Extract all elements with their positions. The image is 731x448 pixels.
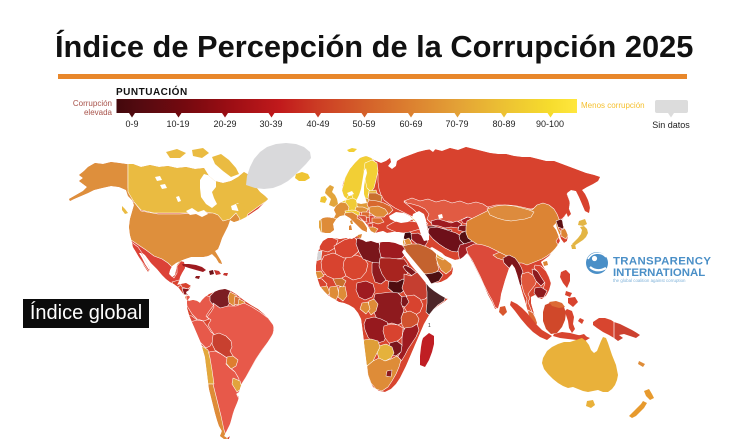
- svg-text:TRANSPARENCY: TRANSPARENCY: [613, 256, 711, 268]
- svg-text:the global coalition against c: the global coalition against corruption: [613, 278, 686, 283]
- svg-text:1: 1: [428, 323, 431, 329]
- svg-text:INTERNATIONAL: INTERNATIONAL: [613, 267, 705, 279]
